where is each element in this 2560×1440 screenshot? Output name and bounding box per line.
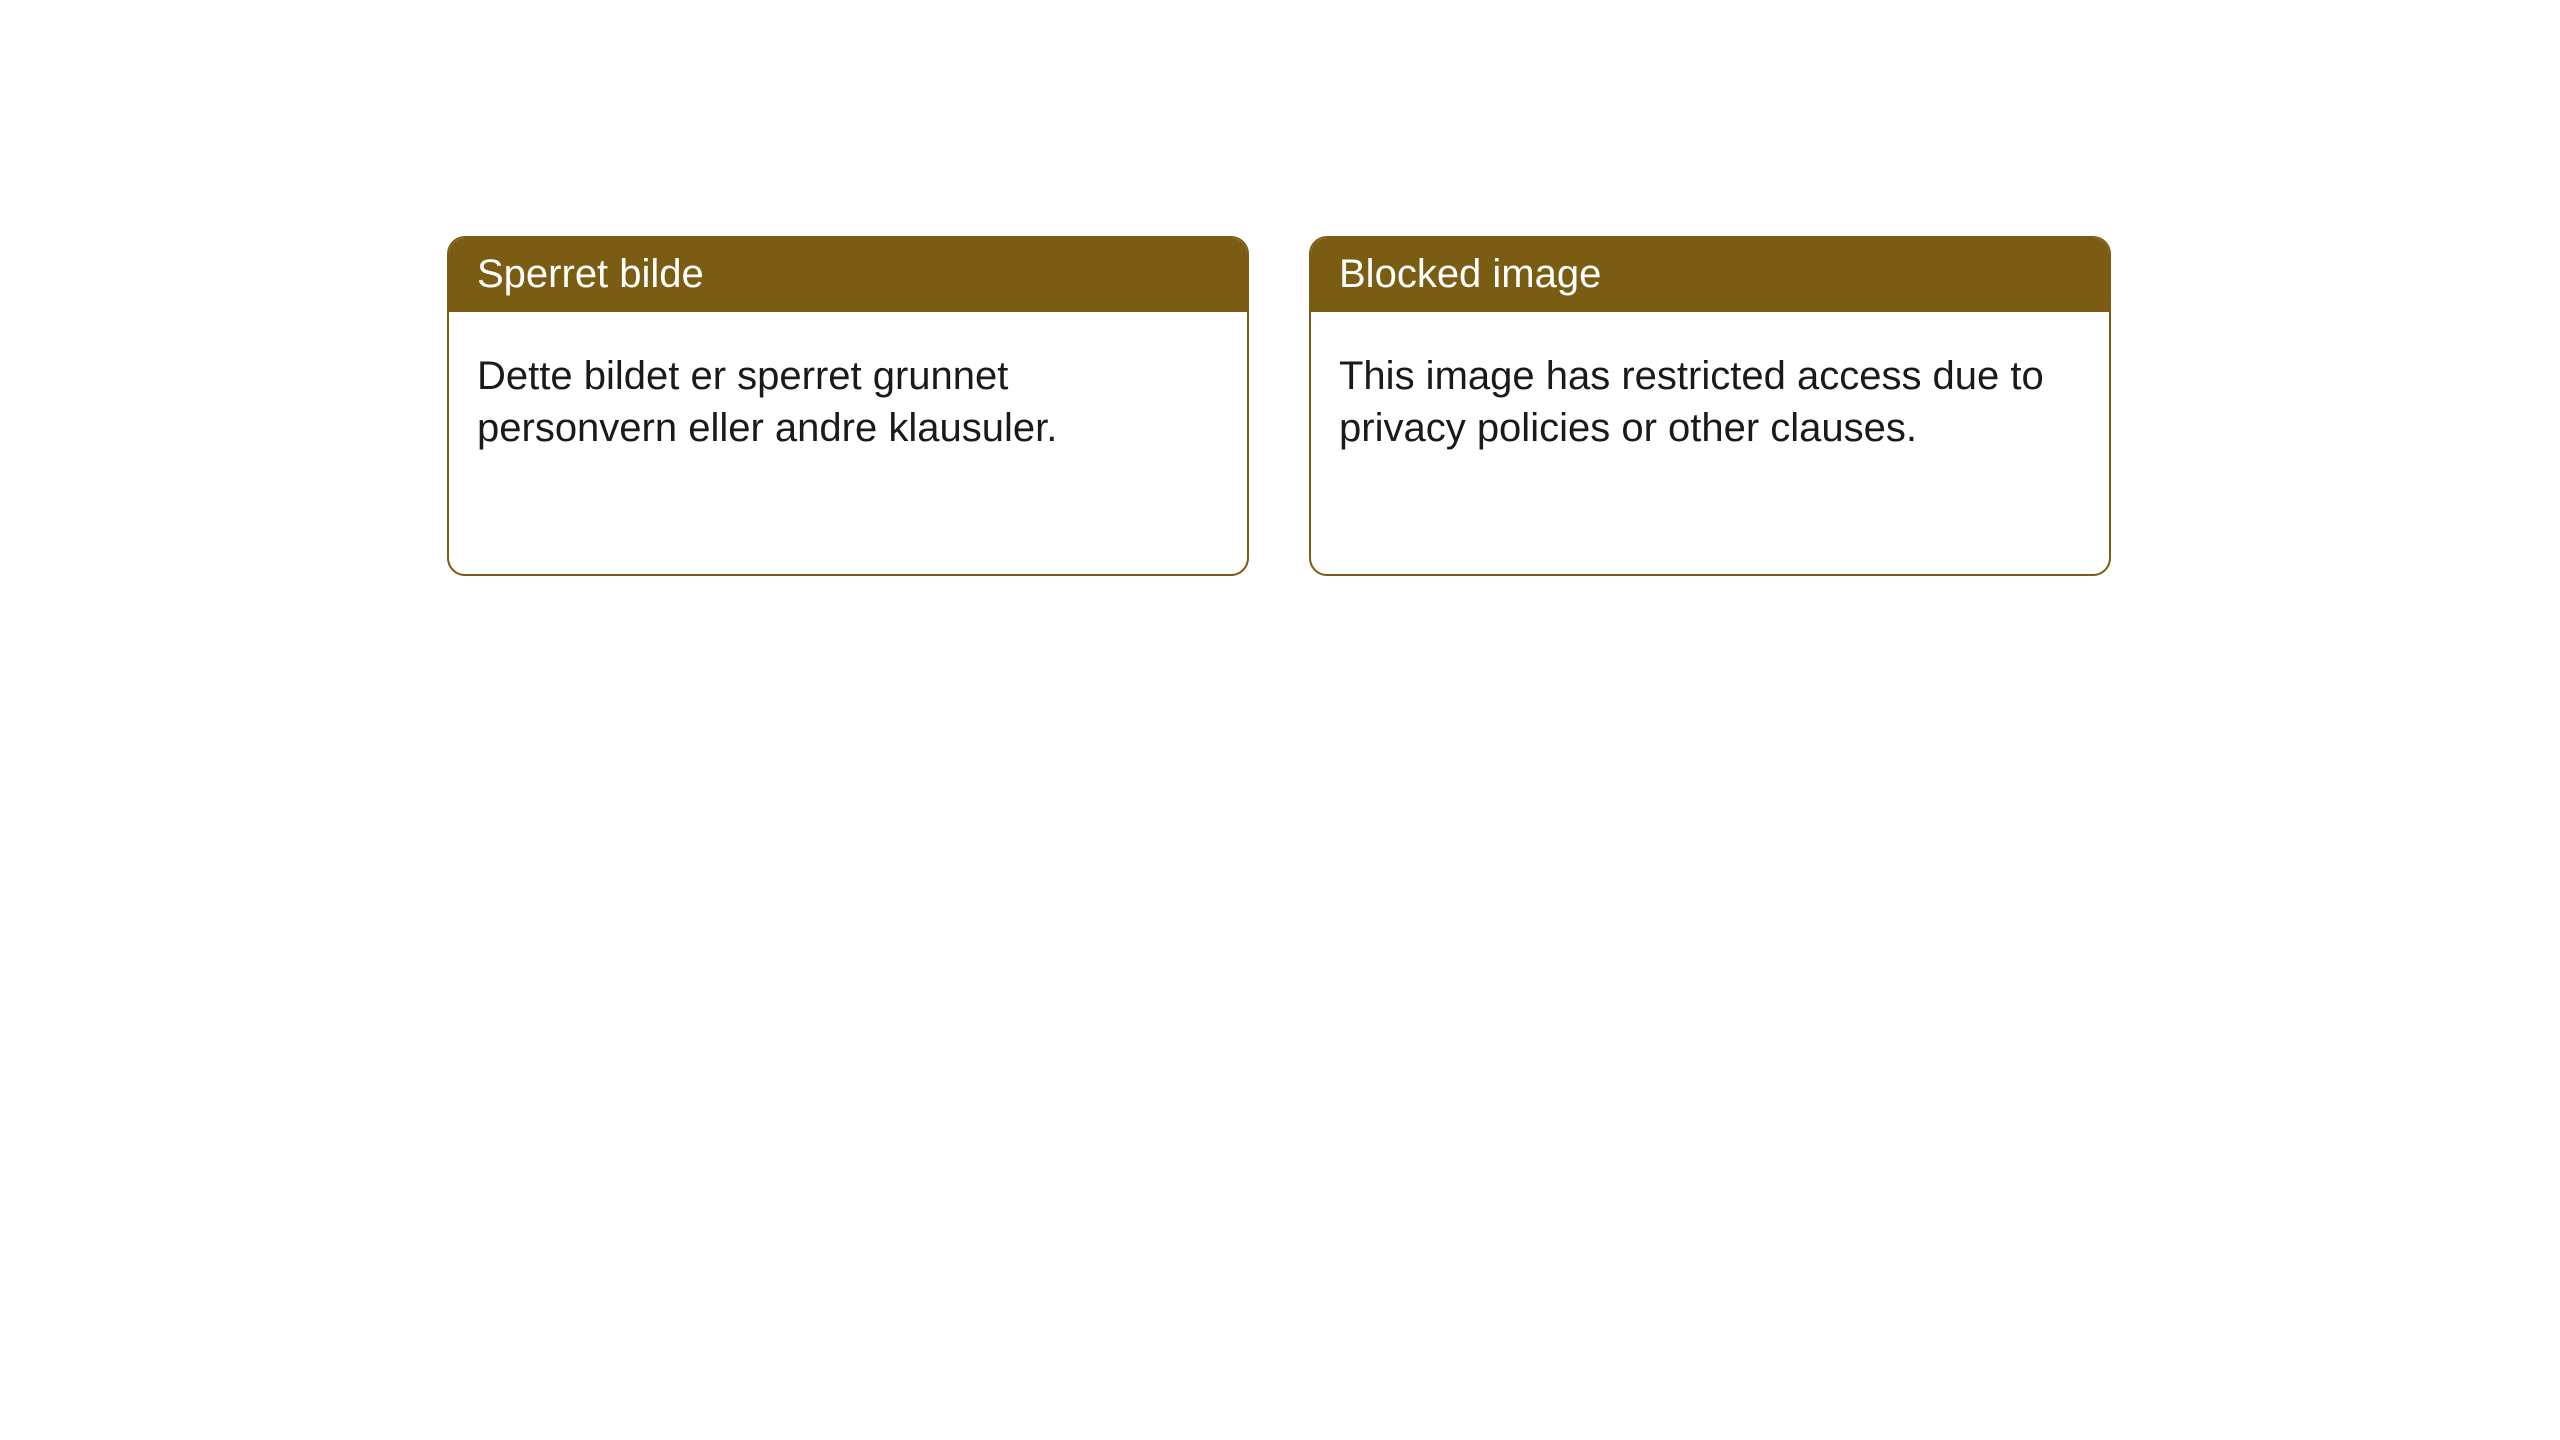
notice-body-norwegian: Dette bildet er sperret grunnet personve… xyxy=(449,312,1247,492)
notice-panel-norwegian: Sperret bilde Dette bildet er sperret gr… xyxy=(447,236,1249,576)
notice-panel-english: Blocked image This image has restricted … xyxy=(1309,236,2111,576)
notice-header-norwegian: Sperret bilde xyxy=(449,238,1247,312)
notice-container: Sperret bilde Dette bildet er sperret gr… xyxy=(447,236,2111,576)
notice-header-english: Blocked image xyxy=(1311,238,2109,312)
notice-body-english: This image has restricted access due to … xyxy=(1311,312,2109,492)
